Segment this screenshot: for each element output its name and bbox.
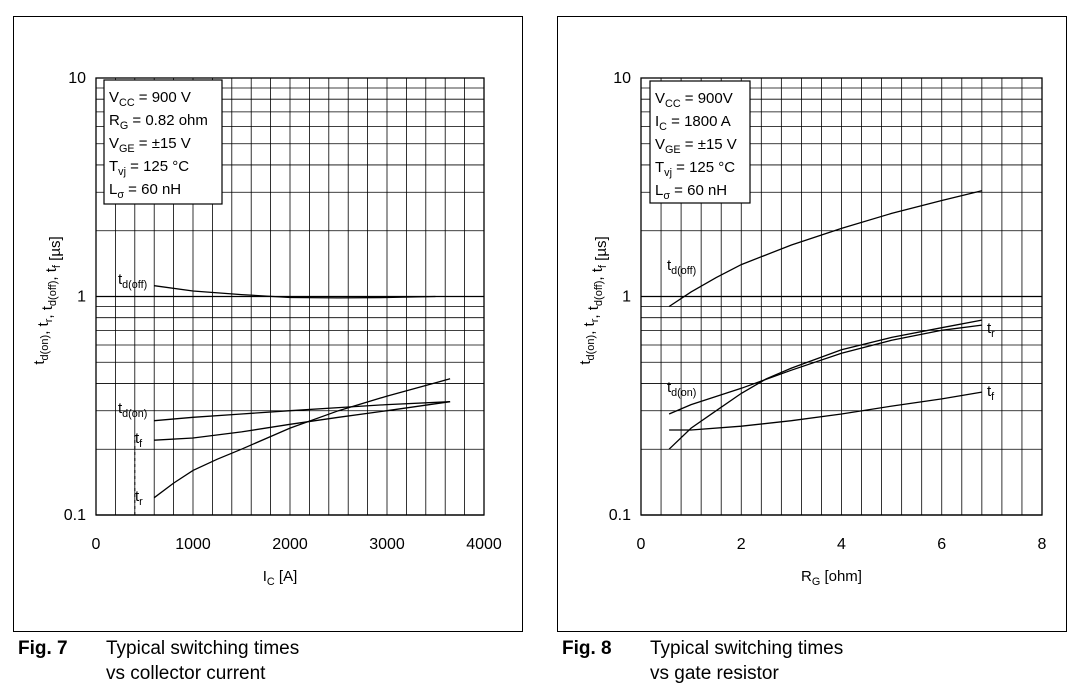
x-tick-label: 0 — [92, 536, 101, 553]
plot-frame — [640, 77, 1043, 516]
x-axis-label: IC [A] — [263, 568, 298, 588]
series-label-doff: td(off) — [118, 271, 147, 291]
y-axis-label: td(on), tr, td(off), tf [µs] — [577, 236, 610, 364]
condition-line: Lσ = 60 nH — [655, 182, 727, 202]
chart-panel-fig8 — [557, 16, 1067, 632]
series-label-r: tr — [135, 488, 143, 508]
series-line-r — [668, 319, 982, 450]
y-tick-label: 10 — [613, 70, 631, 87]
condition-line: VCC = 900V — [655, 90, 733, 110]
series-line-f — [669, 391, 982, 431]
y-tick-label: 10 — [68, 70, 86, 87]
series-line-r — [153, 378, 451, 499]
figure-number: Fig. 7 — [18, 638, 68, 659]
x-tick-label: 2 — [737, 536, 746, 553]
y-tick-label: 0.1 — [609, 507, 631, 524]
caption-line-1: Typical switching times — [650, 638, 844, 659]
caption-line-2: vs collector current — [106, 663, 266, 684]
x-tick-label: 4 — [837, 536, 846, 553]
x-tick-label: 8 — [1038, 536, 1047, 553]
x-tick-label: 6 — [937, 536, 946, 553]
conditions-box — [649, 80, 751, 204]
condition-line: Tvj = 125 °C — [109, 158, 189, 178]
condition-line: VGE = ±15 V — [655, 136, 737, 156]
grid — [640, 77, 1043, 516]
y-tick-label: 1 — [622, 289, 631, 306]
series-line-don — [668, 324, 982, 415]
condition-line: IC = 1800 A — [655, 113, 731, 133]
series-label-don: td(on) — [667, 379, 696, 399]
series-line-don — [154, 401, 451, 422]
caption-line-1: Typical switching times — [106, 638, 300, 659]
conditions-box — [103, 79, 223, 205]
figure-number: Fig. 8 — [562, 638, 612, 659]
chart-panel-fig7 — [13, 16, 523, 632]
series-label-f: tf — [987, 383, 995, 403]
plot-frame — [95, 77, 485, 516]
series-line-f — [154, 401, 451, 441]
x-axis-label: RG [ohm] — [801, 568, 862, 588]
condition-line: Tvj = 125 °C — [655, 159, 735, 179]
caption-text: Typical switching times vs collector curr… — [106, 636, 299, 686]
caption-line-2: vs gate resistor — [650, 663, 779, 684]
series-label-don: td(on) — [118, 400, 147, 420]
series-label-r: tr — [987, 320, 995, 340]
y-tick-label: 1 — [77, 289, 86, 306]
x-tick-label: 3000 — [369, 536, 405, 553]
series-line-doff — [668, 190, 982, 308]
condition-line: VCC = 900 V — [109, 89, 191, 109]
series-label-doff: td(off) — [667, 257, 696, 277]
series-label-f: tf — [135, 430, 143, 450]
condition-line: Lσ = 60 nH — [109, 181, 181, 201]
y-tick-label: 0.1 — [64, 507, 86, 524]
condition-line: RG = 0.82 ohm — [109, 112, 208, 132]
caption-text: Typical switching times vs gate resistor — [650, 636, 843, 686]
x-tick-label: 2000 — [272, 536, 308, 553]
series-line-doff — [154, 285, 436, 299]
y-axis-label: td(on), tr, td(off), tf [µs] — [31, 236, 64, 364]
condition-line: VGE = ±15 V — [109, 135, 191, 155]
x-tick-label: 0 — [637, 536, 646, 553]
x-tick-label: 1000 — [175, 536, 211, 553]
x-tick-label: 4000 — [466, 536, 502, 553]
